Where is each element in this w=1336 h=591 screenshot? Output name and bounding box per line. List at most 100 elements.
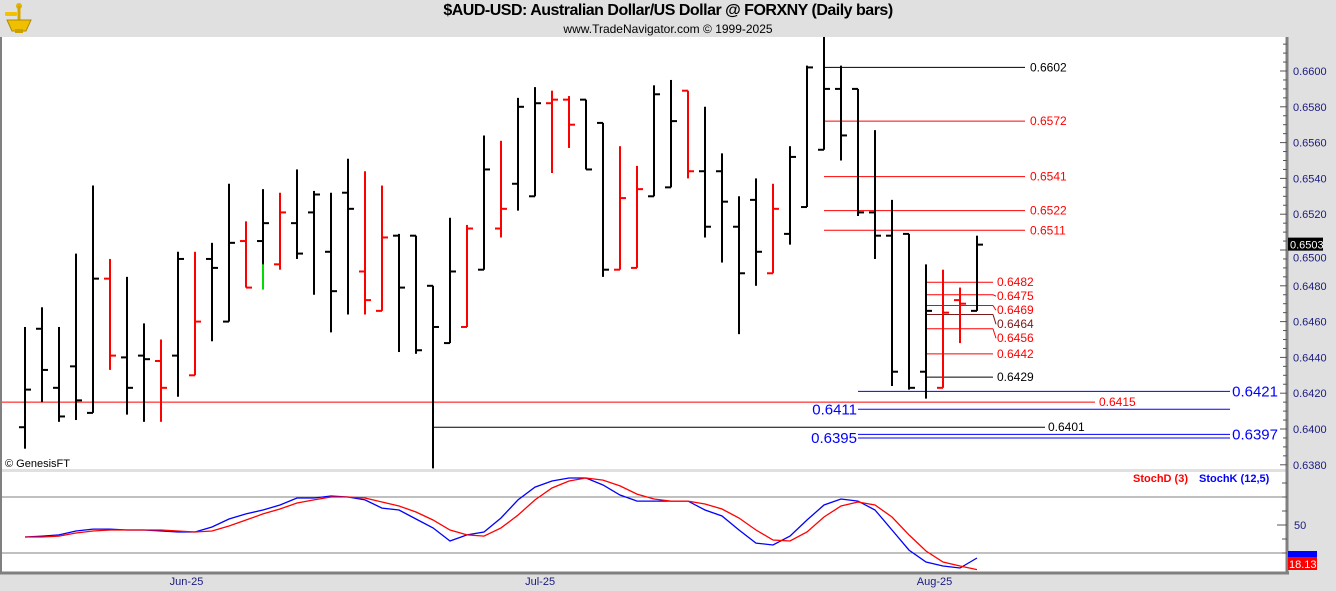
- price-bar: [427, 284, 439, 469]
- level-label: 0.6482: [997, 275, 1034, 289]
- price-bar: [189, 251, 201, 377]
- price-bar: [495, 140, 507, 238]
- date-axis-label: Jul-25: [525, 576, 555, 588]
- price-bar: [444, 217, 456, 345]
- price-bar: [36, 307, 48, 403]
- price-bar: [784, 146, 796, 245]
- price-bar: [597, 121, 609, 277]
- price-axis-label: 0.6420: [1293, 388, 1327, 400]
- price-bar: [971, 235, 983, 312]
- price-bar: [665, 79, 677, 189]
- price-bar: [478, 135, 490, 271]
- stochk-value-box: [1288, 551, 1317, 559]
- price-bar: [563, 96, 575, 148]
- price-axis-label: 0.6460: [1293, 317, 1327, 329]
- price-axis-label: 0.6520: [1293, 209, 1327, 221]
- level-label: 0.6421: [1232, 383, 1278, 400]
- price-bar: [937, 269, 949, 389]
- sextant-icon: [5, 3, 32, 33]
- copyright-text: © GenesisFT: [5, 458, 70, 470]
- price-bar: [291, 169, 303, 259]
- stochastic-panel: [1, 472, 1287, 572]
- price-axis-label: 0.6580: [1293, 102, 1327, 114]
- price-bar: [750, 178, 762, 286]
- price-bar: [903, 232, 915, 390]
- price-bar: [529, 87, 541, 198]
- price-bar: [172, 251, 184, 397]
- price-axis-label: 0.6560: [1293, 138, 1327, 150]
- chart-title: $AUD-USD: Australian Dollar/US Dollar @ …: [443, 2, 893, 19]
- price-bar: [223, 183, 235, 323]
- price-panel: [1, 37, 1287, 469]
- price-bar: [376, 185, 388, 312]
- price-bar: [699, 106, 711, 238]
- price-bar: [852, 87, 864, 216]
- chart-subtitle: www.TradeNavigator.com © 1999-2025: [563, 22, 773, 36]
- price-axis-label: 0.6440: [1293, 352, 1327, 364]
- level-label: 0.6456: [997, 331, 1034, 345]
- price-bar: [869, 130, 881, 259]
- price-bar: [53, 326, 65, 422]
- price-bar: [121, 276, 133, 415]
- level-label: 0.6429: [997, 370, 1034, 384]
- legend-stochk: StochK (12,5): [1199, 473, 1270, 485]
- level-label: 0.6522: [1030, 204, 1067, 218]
- price-bar: [461, 224, 473, 328]
- price-bar: [393, 233, 405, 353]
- date-axis-label: Aug-25: [917, 576, 952, 588]
- level-label: 0.6511: [1030, 223, 1066, 237]
- price-axis-label: 0.6540: [1293, 173, 1327, 185]
- level-label: 0.6464: [997, 317, 1034, 331]
- level-label: 0.6395: [811, 430, 857, 447]
- price-bar: [886, 199, 898, 387]
- price-axis-label: 0.6400: [1293, 424, 1327, 436]
- price-bar: [342, 158, 354, 315]
- price-bar: [648, 85, 660, 198]
- price-bar: [818, 36, 830, 151]
- price-bar: [138, 323, 150, 422]
- level-label: 0.6415: [1099, 395, 1136, 409]
- price-bar: [410, 234, 422, 354]
- price-bar: [155, 339, 167, 422]
- price-bar: [801, 65, 813, 209]
- level-leader-line: [992, 305, 997, 311]
- stochd-value-box: [1288, 557, 1317, 570]
- level-label: 0.6397: [1232, 426, 1278, 443]
- price-bar: [274, 192, 286, 270]
- price-axis-label: 0.6380: [1293, 460, 1327, 472]
- last-price-label: 0.6503: [1290, 240, 1324, 252]
- level-label: 0.6541: [1030, 170, 1067, 184]
- level-label: 0.6401: [1048, 420, 1085, 434]
- price-bar: [767, 183, 779, 275]
- level-label: 0.6469: [997, 303, 1034, 317]
- level-label: 0.6411: [812, 401, 857, 418]
- level-leader-line: [992, 294, 997, 297]
- price-bar: [682, 89, 694, 179]
- price-bar: [325, 192, 337, 333]
- price-bar: [308, 190, 320, 295]
- price-bar: [240, 221, 252, 289]
- stoch-axis-label: 50: [1294, 520, 1306, 532]
- price-bar: [580, 98, 592, 171]
- price-bar: [19, 326, 31, 449]
- stochk-line: [24, 477, 978, 569]
- price-bar: [512, 97, 524, 211]
- price-bar: [104, 258, 116, 370]
- price-bar: [733, 196, 745, 335]
- price-axis-label: 0.6600: [1293, 66, 1327, 78]
- price-bar: [359, 171, 371, 315]
- price-bar: [954, 287, 966, 344]
- level-label: 0.6602: [1030, 60, 1067, 74]
- price-bar: [87, 185, 99, 414]
- level-leader-line: [992, 328, 997, 339]
- price-bar: [546, 90, 558, 174]
- price-bar: [920, 264, 932, 399]
- level-label: 0.6442: [997, 347, 1034, 361]
- stochd-value-label: 18.13: [1289, 559, 1317, 571]
- legend-stochd: StochD (3): [1133, 473, 1188, 485]
- level-label: 0.6475: [997, 289, 1034, 303]
- price-bar: [206, 242, 218, 342]
- date-axis-label: Jun-25: [170, 576, 204, 588]
- last-price-box: [1288, 237, 1323, 251]
